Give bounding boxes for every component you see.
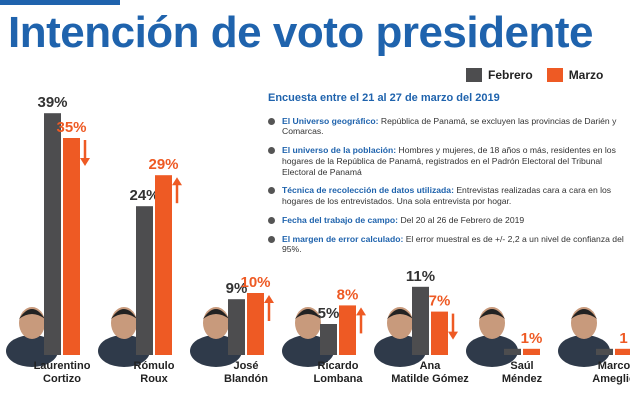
value-label: 9% [226,280,248,297]
bar [44,113,61,355]
value-label: 11% [406,268,435,285]
legend-swatch [546,68,563,82]
survey-notes: Encuesta entre el 21 al 27 de marzo del … [268,92,628,263]
value-label: 7% [429,293,451,310]
bar [596,348,613,355]
note-item: El universo de la población: Hombres y m… [268,145,628,177]
portrait-hair [111,309,137,319]
bar [431,311,448,355]
value-label: 24% [129,187,159,204]
bar [615,348,630,355]
bar [228,299,245,355]
value-label: 1 [619,330,627,347]
note-label: El universo de la población: [282,145,397,156]
note-label: El margen de error calculado: [282,233,404,244]
trend-arrow-head [172,177,182,186]
portrait-hair [387,309,413,319]
note-text: Técnica de recolección de datos utilizad… [282,185,628,206]
bullet [268,216,275,224]
value-label: 5% [318,305,340,322]
note-label: Técnica de recolección de datos utilizad… [282,185,454,196]
chart-title: Intención de voto presidente [8,8,593,57]
note-body: Hombres y mujeres, de 18 años o más, res… [282,145,616,177]
trend-arrow-head [356,307,366,316]
note-label: Fecha del trabajo de campo: [282,214,399,225]
category-label: Laurentino Cortizo [33,360,91,385]
value-label: 8% [337,286,359,303]
portrait-body [466,335,518,367]
note-text: El Universo geográfico: República de Pan… [282,116,628,137]
note-body: El error muestral es de +/- 2,2 a un niv… [282,233,624,255]
portrait-hair [203,309,229,319]
bar [63,138,80,355]
note-text: El margen de error calculado: El error m… [282,234,628,255]
value-label: 35% [56,119,86,136]
note-body: República de Panamá, se excluyen las pro… [282,115,617,137]
note-text: Fecha del trabajo de campo: Del 20 al 26… [282,215,524,226]
note-text: El universo de la población: Hombres y m… [282,145,628,177]
category-label: Marco Ameglio [592,360,630,385]
bullet [268,117,275,125]
bullet [268,235,275,243]
legend-item: Febrero [466,68,533,82]
value-label: 39% [37,94,67,111]
category-label: Ricardo Lombana [313,360,363,385]
bar [339,305,356,355]
portrait-hair [571,309,597,319]
bullet [268,147,275,155]
category-label: José Blandón [224,360,268,385]
note-item: Técnica de recolección de datos utilizad… [268,185,628,206]
category-label: Ana Matilde Gómez [391,360,469,385]
note-label: El Universo geográfico: [282,115,379,126]
trend-arrow-head [448,331,458,340]
legend-item: Marzo [546,68,604,82]
top-bar [0,0,120,5]
bar [320,324,337,355]
category-label: Rómulo Roux [133,360,175,385]
bar [412,286,429,355]
portrait-hair [479,309,505,319]
legend: Febrero Marzo [466,68,603,82]
value-label: 29% [148,156,178,173]
value-label: 1% [521,330,543,347]
portrait-hair [19,309,45,319]
note-body: Entrevistas realizadas cara a cara en lo… [282,185,612,207]
trend-arrow-head [264,295,274,303]
note-item: Fecha del trabajo de campo: Del 20 al 26… [268,215,628,226]
bar [523,348,540,355]
bullet [268,187,275,195]
note-item: El margen de error calculado: El error m… [268,234,628,255]
notes-heading: Encuesta entre el 21 al 27 de marzo del … [268,92,500,104]
bar [155,175,172,355]
category-label: Saúl Méndez [501,360,543,385]
bar [136,206,153,355]
legend-swatch [466,68,482,82]
legend-label: Febrero [488,68,533,82]
note-item: El Universo geográfico: República de Pan… [268,116,628,137]
trend-arrow-head [80,158,90,166]
legend-label: Marzo [568,68,604,82]
bar [504,348,521,355]
portrait-hair [295,309,321,319]
value-label: 10% [240,274,270,291]
note-body: Del 20 al 26 de Febrero de 2019 [400,214,525,225]
portrait-body [558,335,610,367]
bar [247,293,264,355]
